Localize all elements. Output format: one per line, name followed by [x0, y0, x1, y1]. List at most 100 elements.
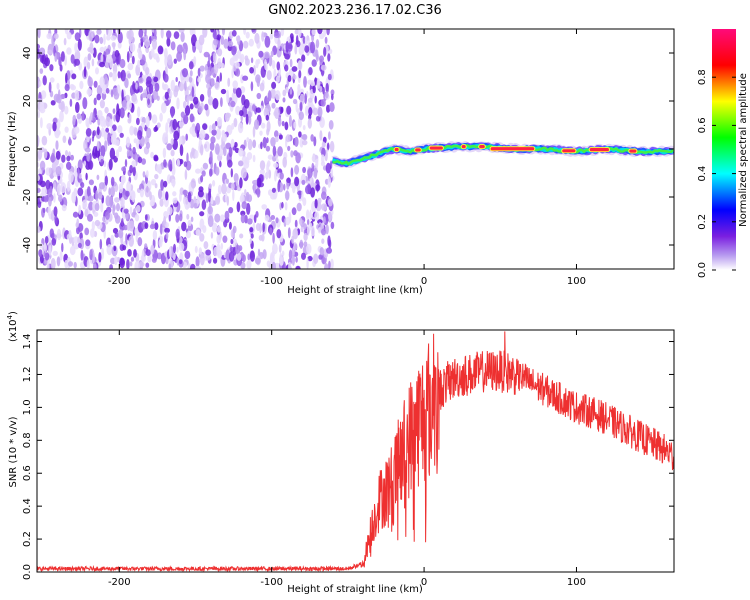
noise-speckle: [229, 57, 235, 66]
noise-speckle: [330, 168, 334, 178]
noise-speckle: [129, 190, 132, 197]
noise-speckle: [317, 29, 323, 35]
noise-speckle: [279, 256, 284, 263]
noise-speckle: [175, 228, 180, 239]
noise-speckle: [153, 29, 157, 38]
noise-speckle: [39, 160, 46, 171]
noise-speckle: [189, 113, 194, 123]
noise-speckle: [309, 41, 316, 54]
noise-speckle: [96, 29, 102, 35]
noise-speckle: [194, 245, 198, 254]
noise-speckle: [189, 263, 196, 269]
noise-speckle: [96, 85, 103, 96]
noise-speckle: [231, 68, 234, 79]
noise-speckle: [308, 107, 313, 116]
noise-speckle: [44, 236, 49, 244]
noise-speckle: [241, 201, 248, 210]
noise-speckle: [170, 149, 175, 157]
noise-speckle: [298, 190, 302, 200]
noise-speckle: [231, 92, 235, 99]
ridge-hotspot-core: [461, 145, 466, 149]
noise-speckle: [308, 67, 313, 76]
noise-speckle: [198, 34, 205, 46]
ridge-hotspot-core: [415, 148, 421, 152]
noise-speckle: [318, 254, 323, 260]
noise-speckle: [225, 112, 232, 119]
snr-ytick-label: 0.6: [22, 465, 33, 481]
noise-speckle: [292, 228, 299, 240]
noise-speckle: [213, 246, 219, 257]
noise-speckle: [123, 208, 129, 214]
noise-speckle: [163, 159, 167, 168]
noise-speckle: [277, 116, 282, 127]
snr-background: [37, 330, 674, 572]
noise-speckle: [318, 32, 325, 40]
noise-speckle: [115, 149, 120, 159]
noise-speckle: [316, 78, 321, 89]
noise-speckle: [304, 93, 307, 104]
noise-speckle: [100, 127, 105, 138]
noise-speckle: [270, 88, 276, 99]
noise-speckle: [126, 51, 130, 63]
noise-speckle: [298, 111, 304, 121]
noise-speckle: [277, 38, 281, 50]
noise-speckle: [162, 147, 167, 159]
noise-speckle: [99, 238, 103, 250]
noise-speckle: [103, 33, 106, 45]
noise-speckle: [190, 178, 196, 189]
noise-speckle: [145, 67, 150, 76]
noise-speckle: [326, 142, 330, 150]
noise-speckle: [254, 119, 260, 130]
noise-speckle: [321, 203, 327, 211]
noise-speckle: [294, 44, 298, 55]
noise-speckle: [61, 154, 66, 163]
noise-speckle: [212, 52, 217, 64]
noise-speckle: [237, 122, 244, 134]
noise-speckle: [323, 29, 327, 37]
noise-speckle: [304, 45, 310, 53]
noise-speckle: [125, 136, 131, 148]
noise-speckle: [166, 143, 173, 151]
noise-speckle: [125, 233, 128, 245]
noise-speckle: [326, 29, 330, 36]
noise-speckle: [213, 63, 219, 74]
noise-speckle: [244, 189, 247, 195]
noise-speckle: [209, 150, 213, 162]
noise-speckle: [131, 160, 137, 168]
noise-speckle: [262, 136, 267, 149]
noise-speckle: [289, 88, 293, 95]
noise-speckle: [315, 39, 320, 49]
noise-speckle: [72, 114, 77, 123]
noise-speckle: [114, 255, 118, 266]
noise-speckle: [270, 215, 276, 220]
noise-speckle: [60, 51, 65, 62]
noise-speckle: [280, 106, 284, 114]
noise-speckle: [97, 117, 101, 126]
noise-speckle: [173, 243, 176, 254]
ridge-hotspot-core: [490, 147, 535, 151]
noise-speckle: [290, 167, 294, 178]
noise-speckle: [86, 88, 93, 96]
noise-speckle: [226, 89, 230, 102]
noise-speckle: [74, 126, 80, 134]
noise-speckle: [262, 249, 267, 260]
noise-speckle: [178, 29, 185, 33]
noise-speckle: [183, 114, 189, 125]
noise-speckle: [93, 263, 97, 269]
noise-speckle: [73, 236, 79, 244]
noise-speckle: [89, 42, 94, 54]
noise-speckle: [71, 73, 77, 80]
noise-speckle: [133, 138, 137, 144]
noise-speckle: [141, 249, 145, 262]
noise-speckle: [110, 234, 115, 246]
noise-speckle: [301, 179, 306, 185]
noise-speckle: [206, 83, 210, 89]
noise-speckle: [86, 121, 90, 131]
noise-speckle: [236, 253, 242, 261]
noise-speckle: [295, 35, 299, 45]
noise-speckle: [183, 48, 187, 61]
noise-speckle: [40, 117, 43, 129]
noise-speckle: [99, 36, 104, 45]
noise-speckle: [219, 72, 222, 82]
